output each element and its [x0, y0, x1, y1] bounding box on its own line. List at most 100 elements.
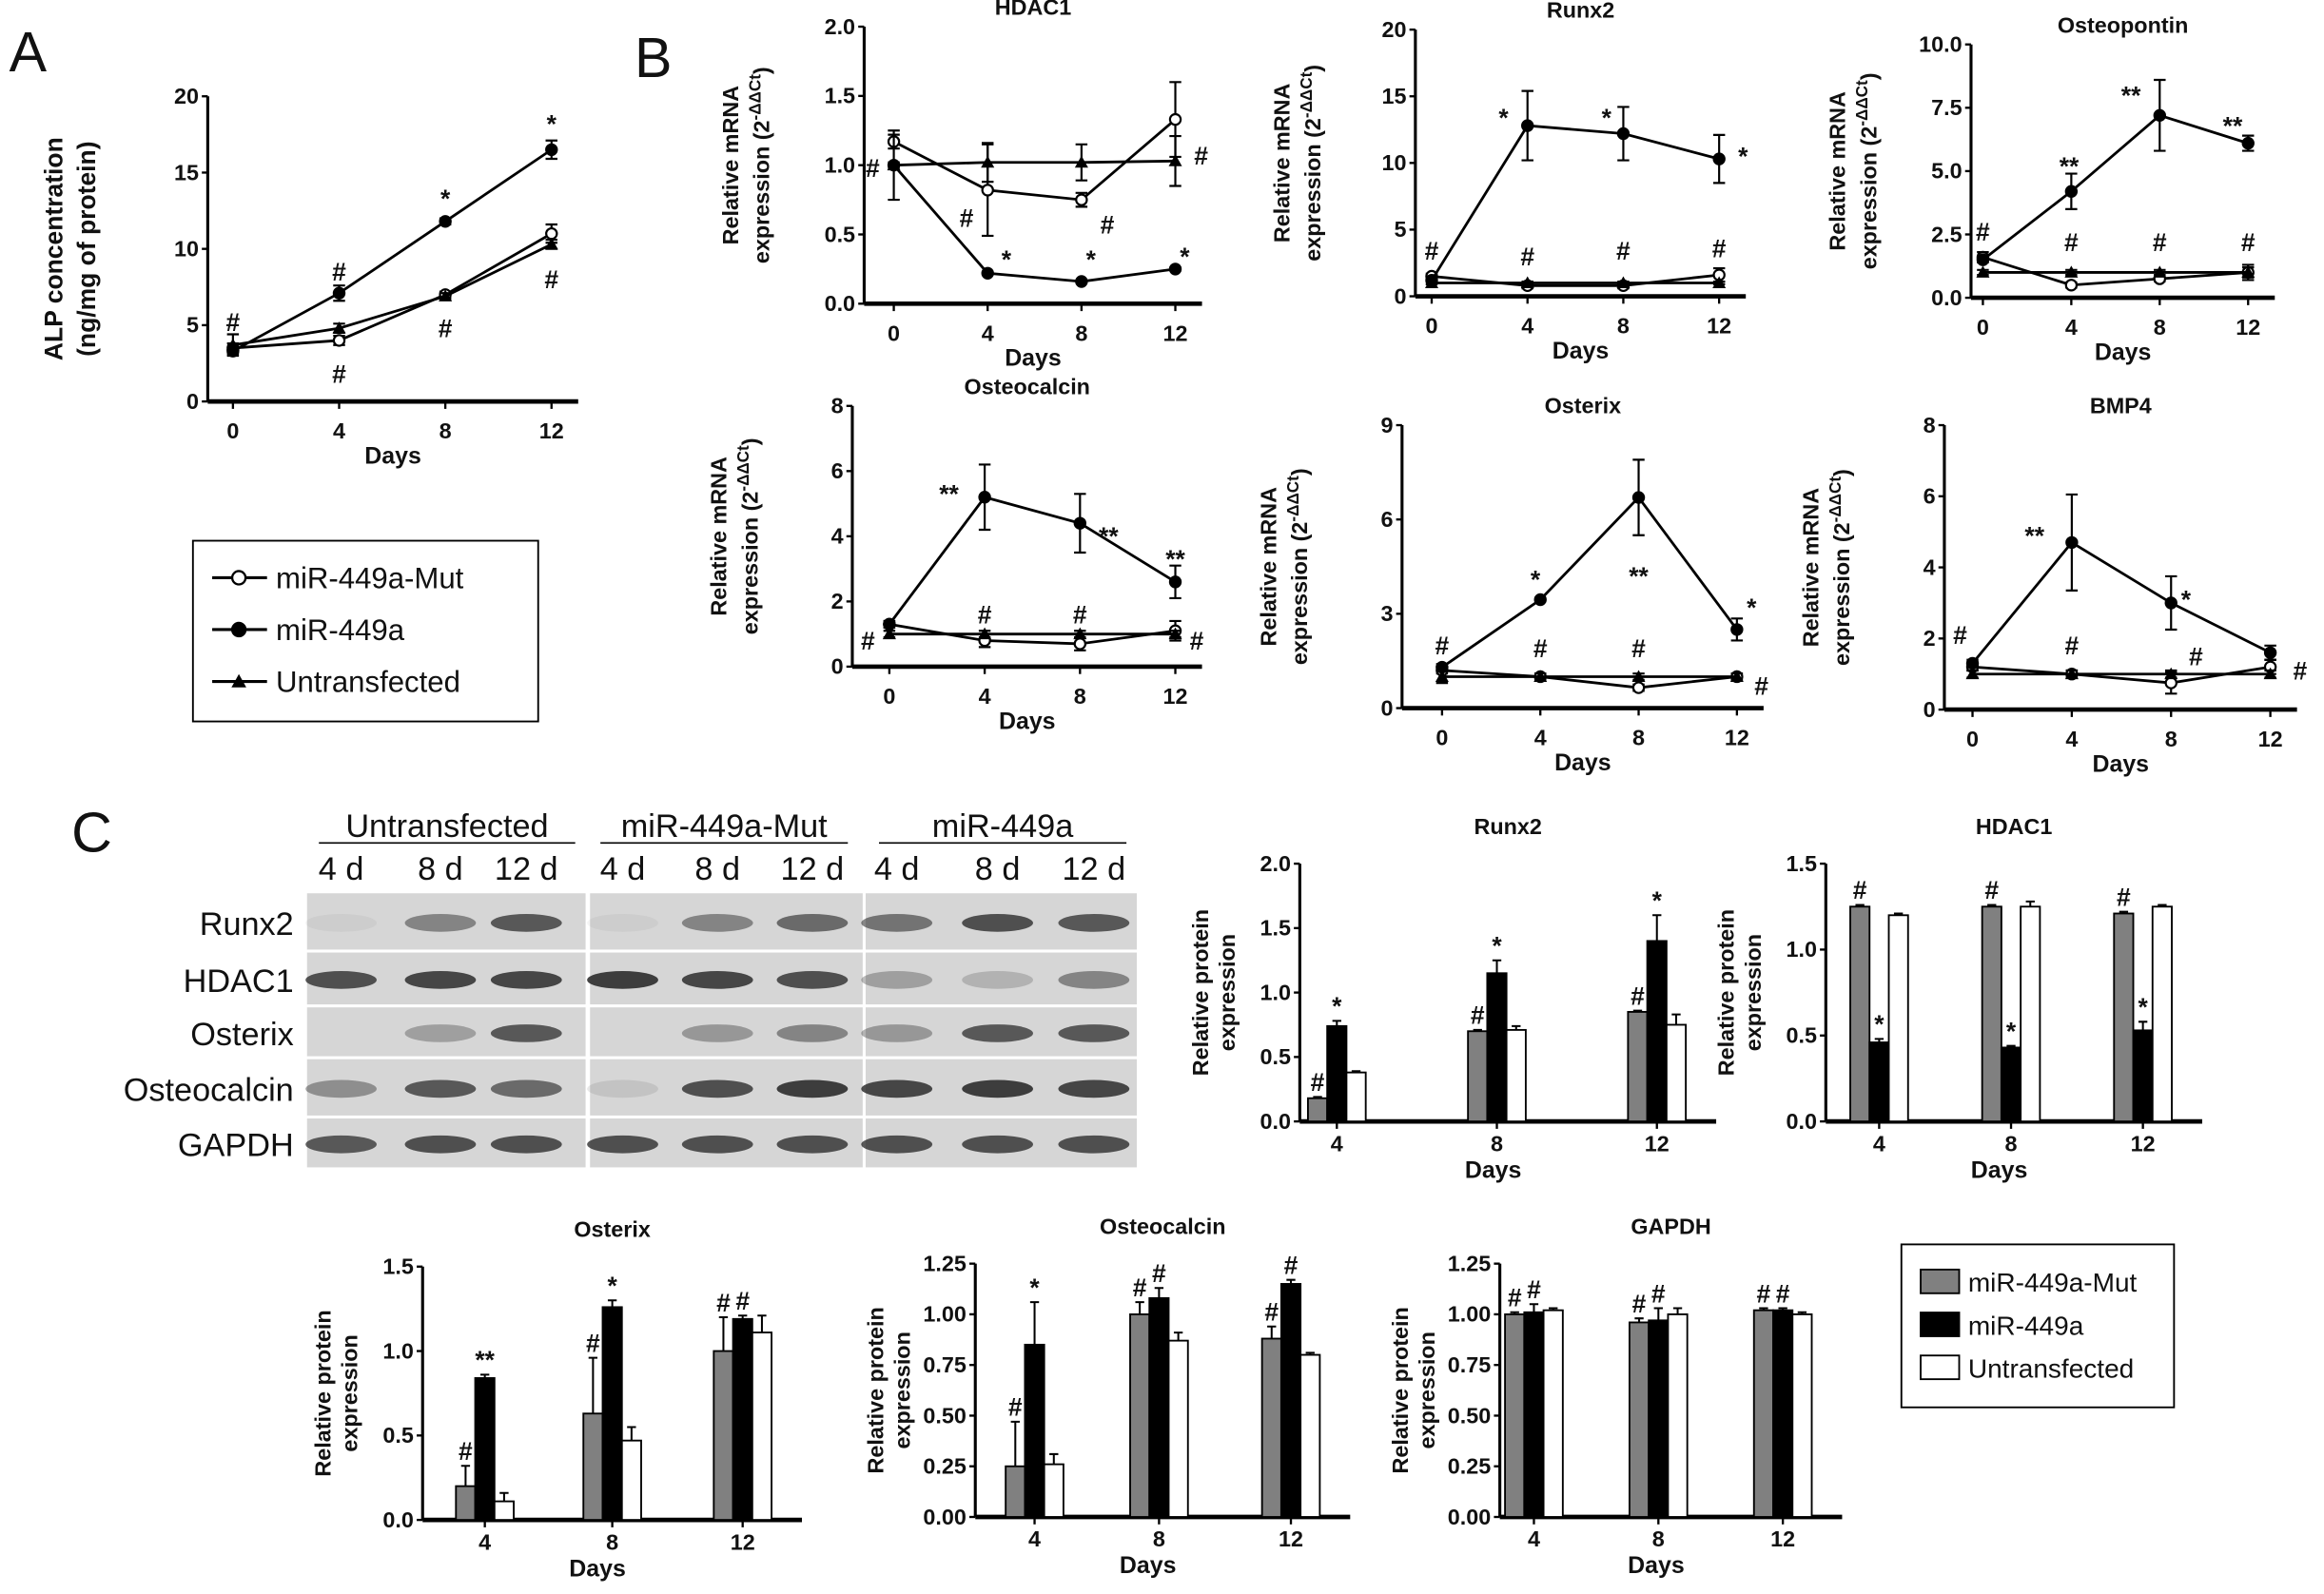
- data-point-filled-circle: [1168, 575, 1182, 589]
- error-bar: [588, 1356, 598, 1414]
- x-axis-label: Days: [1628, 1552, 1685, 1579]
- x-tick-label: 0: [888, 321, 900, 345]
- significance-mark: #: [439, 314, 453, 342]
- error-bar: [718, 1316, 729, 1351]
- x-tick-label: 12: [1770, 1526, 1795, 1551]
- y-axis-label-text: expression (2: [1300, 118, 1325, 262]
- blot-band: [962, 1135, 1033, 1154]
- bar: [582, 1412, 604, 1522]
- blot-band: [776, 1135, 849, 1154]
- y-axis-label-superscript: -ΔΔCt: [1283, 476, 1302, 522]
- y-tick-label: 0.0: [1260, 1109, 1291, 1134]
- y-axis-label-text: expression: [890, 1332, 915, 1448]
- x-tick-label: 8: [1617, 313, 1630, 338]
- error-bar: [757, 1314, 767, 1333]
- significance-mark: *: [440, 185, 451, 213]
- y-axis-label-text: expression: [338, 1334, 362, 1451]
- y-tick-label: 20: [1382, 17, 1407, 42]
- blot-band: [962, 1079, 1033, 1098]
- significance-mark: #: [1631, 982, 1645, 1010]
- y-axis-label: Relative protein: [1188, 909, 1213, 1076]
- significance-mark: #: [1425, 237, 1439, 265]
- y-tick-label: 1.0: [382, 1338, 413, 1363]
- significance-mark: *: [1652, 886, 1663, 915]
- blot-band: [776, 1024, 849, 1042]
- x-tick-label: 8: [1153, 1526, 1165, 1551]
- blot-band: [404, 914, 477, 932]
- bar: [1260, 1337, 1282, 1518]
- y-axis-label-text: Relative mRNA: [718, 86, 743, 245]
- y-axis-label-text: expression (2: [750, 120, 774, 263]
- bar: [1849, 905, 1871, 1123]
- blot-lane-label: 12 d: [781, 851, 845, 887]
- data-point-filled-circle: [2263, 646, 2277, 659]
- bar: [474, 1377, 496, 1522]
- y-tick-label: 0.00: [923, 1505, 966, 1529]
- significance-mark: #: [1976, 218, 1990, 246]
- bar: [1148, 1296, 1170, 1518]
- significance-mark: **: [2223, 111, 2243, 140]
- significance-mark: #: [2189, 642, 2203, 671]
- significance-mark: #: [332, 360, 346, 389]
- significance-mark: *: [1002, 245, 1012, 274]
- y-axis-label: expression (2-ΔΔCt): [1826, 469, 1854, 666]
- y-tick-label: 0.0: [382, 1507, 413, 1532]
- bar: [2020, 905, 2041, 1123]
- blot-band: [861, 971, 933, 989]
- blot-band: [861, 1079, 933, 1098]
- y-tick-label: 2.5: [1931, 222, 1962, 246]
- chart-title: Osteocalcin: [965, 374, 1090, 398]
- significance-mark: *: [1180, 243, 1190, 271]
- error-bar: [1529, 1303, 1539, 1312]
- y-axis-label-text: Relative mRNA: [1799, 488, 1824, 648]
- significance-mark: **: [2024, 521, 2044, 550]
- y-axis-label: ALP concentration: [40, 137, 68, 360]
- y-axis-label-text: Relative mRNA: [1826, 91, 1850, 251]
- x-tick-label: 8: [1632, 725, 1645, 749]
- data-point-triangle: [1976, 265, 1990, 278]
- series-line-0: [1441, 669, 1738, 690]
- series-line-1: [1441, 495, 1738, 669]
- y-tick-label: 0: [1395, 283, 1407, 308]
- data-point-triangle: [2064, 667, 2079, 680]
- y-axis-label: Relative mRNA: [718, 86, 743, 245]
- y-axis-label: expression: [1415, 1332, 1439, 1448]
- bar: [1646, 940, 1668, 1123]
- x-tick-label: 0: [1425, 313, 1437, 338]
- error-bar: [499, 1491, 509, 1502]
- x-tick-label: 8: [2005, 1131, 2018, 1156]
- y-tick-label: 2: [1924, 626, 1936, 651]
- significance-mark: #: [1757, 1279, 1771, 1308]
- y-tick-label: 5.0: [1931, 159, 1962, 184]
- bar: [1486, 972, 1508, 1123]
- bar: [1981, 905, 2002, 1123]
- y-axis-label-text: ALP concentration: [40, 137, 68, 360]
- series-line-1: [1971, 540, 2272, 665]
- data-point-triangle: [1435, 670, 1449, 682]
- y-axis-label-text: expression: [1415, 1332, 1439, 1448]
- y-tick-label: 0: [1924, 697, 1936, 722]
- data-point-filled-circle: [2065, 535, 2079, 550]
- y-tick-label: 9: [1380, 413, 1393, 437]
- y-tick-label: 4: [831, 524, 844, 549]
- significance-mark: *: [2181, 586, 2192, 614]
- x-tick-label: 0: [226, 418, 239, 443]
- chart-runx2: 0 5 10 15 20 0 4 8 12 Runx2 Days Relative mRNA expre…: [1269, 0, 1748, 364]
- x-tick-label: 4: [478, 1529, 491, 1554]
- y-axis-label-text: Relative protein: [864, 1307, 889, 1473]
- bar: [455, 1485, 477, 1522]
- blot-band: [861, 1024, 933, 1042]
- blot-band: [776, 971, 849, 989]
- data-point-triangle: [1631, 670, 1646, 682]
- blot-band: [490, 914, 562, 932]
- blot-lane-label: 8 d: [975, 851, 1021, 887]
- series-line-1: [892, 164, 1176, 283]
- data-point-filled-circle: [978, 491, 991, 504]
- y-axis-label-superscript: -ΔΔCt: [1297, 71, 1316, 118]
- bar: [1043, 1463, 1064, 1518]
- blot-band: [587, 914, 658, 932]
- blot-band: [1058, 971, 1130, 989]
- x-tick-label: 4: [979, 684, 991, 709]
- significance-mark: #: [1008, 1393, 1023, 1422]
- y-tick-label: 1.00: [923, 1302, 966, 1327]
